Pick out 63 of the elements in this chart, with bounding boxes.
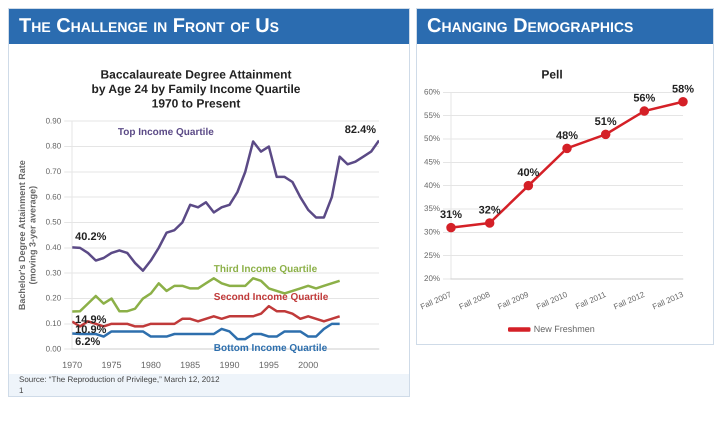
data-label: 31% bbox=[440, 209, 462, 222]
y-tick-label: 0.50 bbox=[46, 218, 62, 227]
data-label: 40.2% bbox=[75, 230, 107, 243]
y-tick-label: 0.20 bbox=[46, 294, 62, 303]
y-tick-label: 0.40 bbox=[46, 243, 62, 252]
y-tick-label: 55% bbox=[424, 110, 440, 120]
series-label: Second Income Quartile bbox=[214, 292, 329, 303]
point bbox=[678, 96, 688, 106]
y-tick-label: 0.10 bbox=[46, 319, 62, 328]
x-tick-label: Fall 2012 bbox=[612, 290, 647, 312]
x-tick-label: Fall 2011 bbox=[574, 290, 608, 312]
chart-title: Changing Demographics bbox=[417, 9, 713, 44]
text: 1 bbox=[18, 385, 24, 396]
y-tick-label: 25% bbox=[424, 250, 440, 260]
data-label: 14.9% bbox=[75, 314, 107, 326]
y-tick-label: 40% bbox=[424, 180, 440, 190]
text: Top Income Quartile bbox=[118, 127, 214, 138]
x-tick-label: 1980 bbox=[140, 360, 161, 370]
legend-label: New Freshmen bbox=[534, 324, 595, 334]
x-tick-label: Fall 2007 bbox=[419, 290, 454, 312]
point bbox=[446, 222, 456, 232]
point bbox=[524, 180, 534, 190]
y-tick-label: 0.00 bbox=[46, 344, 62, 354]
source-note: Source: “The Reproduction of Privilege,” March 12, 2012 bbox=[18, 374, 221, 385]
x-tick-label: 1995 bbox=[258, 360, 279, 370]
y-tick-label: 0.30 bbox=[46, 268, 62, 278]
y-tick-label: 45% bbox=[424, 158, 440, 167]
x-tick-label: Fall 2013 bbox=[651, 290, 686, 312]
y-tick-label: 50% bbox=[424, 134, 440, 144]
point bbox=[640, 106, 650, 116]
point bbox=[562, 144, 572, 154]
y-axis-title: Bachelor's Degree Attainment Rate (moving 3-yer average) bbox=[16, 160, 38, 310]
y-tick-label: 0.60 bbox=[46, 192, 62, 202]
data-label: 48% bbox=[556, 130, 578, 142]
point bbox=[484, 218, 494, 228]
y-tick-label: 0.90 bbox=[46, 116, 62, 126]
x-tick-label: Fall 2008 bbox=[458, 290, 492, 312]
y-tick-label: 30% bbox=[424, 228, 440, 237]
data-label: 56% bbox=[633, 92, 656, 105]
series-label: Third Income Quartile bbox=[214, 264, 318, 276]
data-label: 51% bbox=[594, 116, 617, 128]
series-label: Bottom Income Quartile bbox=[214, 342, 328, 354]
y-tick-label: 60% bbox=[424, 88, 440, 97]
x-tick-label: 1985 bbox=[180, 360, 200, 370]
chart-subtitle: Pell bbox=[541, 68, 563, 82]
x-tick-label: 1990 bbox=[220, 360, 240, 370]
x-tick-label: 2000 bbox=[298, 360, 318, 370]
x-tick-label: 1970 bbox=[62, 360, 82, 370]
x-tick-label: 1975 bbox=[101, 360, 122, 370]
x-tick-label: Fall 2010 bbox=[535, 290, 570, 312]
y-tick-label: 35% bbox=[424, 204, 440, 214]
point bbox=[600, 130, 610, 140]
x-tick-label: Fall 2009 bbox=[496, 290, 531, 312]
data-label: 32% bbox=[478, 204, 501, 217]
y-tick-label: 0.70 bbox=[46, 167, 62, 176]
data-label: 82.4% bbox=[344, 124, 376, 136]
data-label: 6.2% bbox=[75, 336, 100, 348]
chart-subtitle: Baccalaureate Degree Attainment by Age 24 by Family Income Quartile 1970 to Present bbox=[92, 68, 301, 110]
data-label: 40% bbox=[517, 167, 540, 180]
y-tick-label: 0.80 bbox=[46, 142, 62, 151]
data-label: 58% bbox=[672, 83, 694, 96]
chart-title: The Challenge in Front of Us bbox=[9, 9, 409, 44]
y-tick-label: 20% bbox=[424, 274, 440, 284]
